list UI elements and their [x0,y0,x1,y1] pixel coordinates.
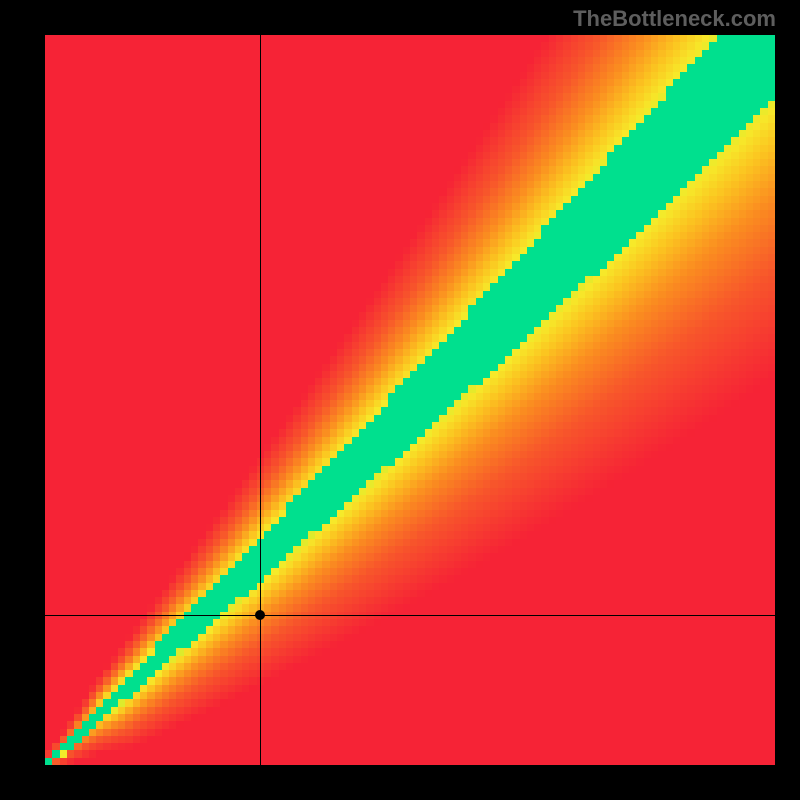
bottleneck-heatmap [45,35,775,765]
plot-area [45,35,775,765]
crosshair-vertical [260,35,261,765]
chart-container: { "watermark": { "text": "TheBottleneck.… [0,0,800,800]
watermark-text: TheBottleneck.com [573,6,776,32]
crosshair-horizontal [45,615,775,616]
